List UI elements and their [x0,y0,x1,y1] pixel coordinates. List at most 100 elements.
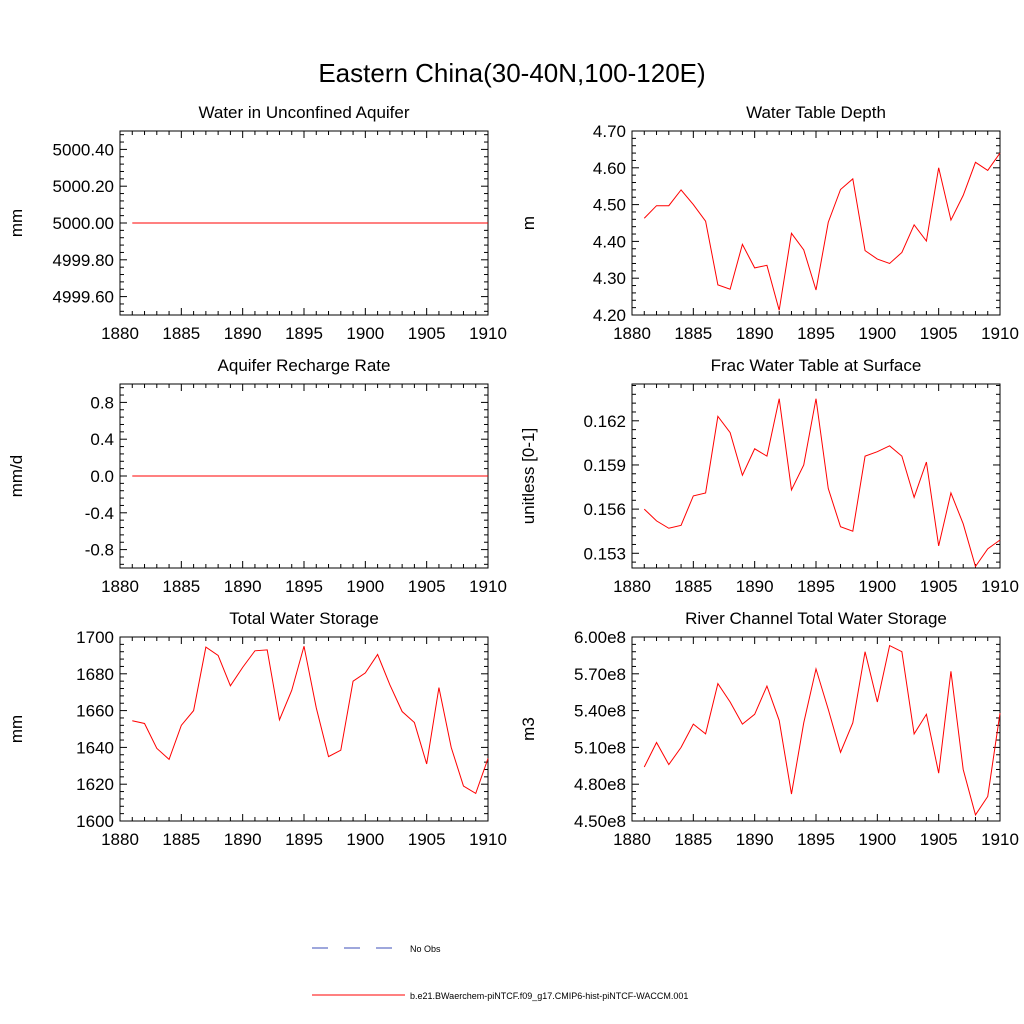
y-tick-label: 5.70e8 [574,665,626,684]
x-tick-label: 1910 [981,830,1019,849]
plot-frame [119,636,489,822]
y-tick-label: 5000.20 [53,177,114,196]
plot-frame [631,383,1001,569]
plot-frame [631,636,1001,822]
x-tick-label: 1895 [797,324,835,343]
y-tick-label: 1680 [76,665,114,684]
x-tick-label: 1900 [346,830,384,849]
y-tick-label: -0.4 [85,504,114,523]
panel-5: Total Water Storage mm 1880 1885 1890 1895 190… [7,609,507,849]
y-tick-label: 0.4 [90,430,114,449]
y-tick-label: 5000.00 [53,214,114,233]
x-tick-label: 1910 [469,577,507,596]
x-tick-label: 1900 [858,577,896,596]
panel-title: Water in Unconfined Aquifer [198,103,409,122]
x-tick-label: 1905 [920,577,958,596]
y-axis-label: m3 [519,717,538,741]
panel-6: River Channel Total Water Storage m3 1880 1… [519,609,1019,849]
y-tick-label: 5.10e8 [574,738,626,757]
x-tick-label: 1885 [674,577,712,596]
panel-title: Total Water Storage [229,609,379,628]
x-tick-label: 1885 [162,577,200,596]
y-axis-label: mm [7,209,26,237]
y-tick-label: 5.40e8 [574,702,626,721]
x-tick-label: 1905 [408,830,446,849]
y-tick-label: 4.50 [593,196,626,215]
x-tick-label: 1910 [981,577,1019,596]
y-tick-label: 0.156 [583,500,626,519]
y-tick-label: 4.60 [593,159,626,178]
series-line [643,398,1001,568]
panel-title: Aquifer Recharge Rate [218,356,391,375]
legend-label-model: b.e21.BWaerchem-piNTCF.f09_g17.CMIP6-his… [410,991,688,1001]
y-tick-label: 4.70 [593,122,626,141]
x-tick-label: 1890 [736,577,774,596]
x-tick-label: 1905 [408,324,446,343]
figure-title: Eastern China(30-40N,100-120E) [318,58,705,88]
x-tick-label: 1900 [858,324,896,343]
legend-label-no-obs: No Obs [410,944,441,954]
x-tick-label: 1880 [613,830,651,849]
x-tick-label: 1885 [674,830,712,849]
y-tick-label: 4.20 [593,306,626,325]
panel-4: Frac Water Table at Surface unitless [0-1… [519,356,1019,596]
x-tick-label: 1900 [346,324,384,343]
x-tick-label: 1880 [101,830,139,849]
series-line [132,646,489,795]
x-tick-label: 1910 [981,324,1019,343]
y-tick-label: 0.162 [583,412,626,431]
x-tick-label: 1880 [613,577,651,596]
y-tick-label: 5000.40 [53,140,114,159]
x-tick-label: 1890 [736,830,774,849]
x-tick-label: 1905 [920,324,958,343]
x-tick-label: 1890 [224,324,262,343]
y-axis-label: mm/d [7,455,26,498]
series-line [643,152,1001,311]
y-tick-label: 4999.80 [53,251,114,270]
x-tick-label: 1910 [469,324,507,343]
y-axis-label: unitless [0-1] [519,428,538,524]
x-tick-label: 1890 [224,577,262,596]
y-tick-label: 4.80e8 [574,775,626,794]
y-tick-label: 0.153 [583,544,626,563]
y-tick-label: 4.30 [593,269,626,288]
panel-1: Water in Unconfined Aquifer mm 1880 1885 189… [7,103,507,343]
y-tick-label: 1640 [76,738,114,757]
x-tick-label: 1895 [797,577,835,596]
x-tick-label: 1885 [162,830,200,849]
panels: Water in Unconfined Aquifer mm 1880 1885 189… [7,103,1019,849]
y-tick-label: 0.159 [583,456,626,475]
x-tick-label: 1885 [162,324,200,343]
panel-title: Water Table Depth [746,103,886,122]
x-tick-label: 1880 [613,324,651,343]
y-tick-label: 4.50e8 [574,812,626,831]
y-tick-label: 1660 [76,702,114,721]
x-tick-label: 1910 [469,830,507,849]
x-tick-label: 1900 [858,830,896,849]
series-line [643,644,1001,817]
x-tick-label: 1895 [797,830,835,849]
panel-3: Aquifer Recharge Rate mm/d 1880 1885 1890 189… [7,356,507,596]
x-tick-label: 1880 [101,324,139,343]
y-tick-label: 1600 [76,812,114,831]
x-tick-label: 1885 [674,324,712,343]
x-tick-label: 1895 [285,577,323,596]
y-tick-label: 6.00e8 [574,628,626,647]
y-tick-label: -0.8 [85,541,114,560]
x-tick-label: 1895 [285,324,323,343]
x-tick-label: 1905 [920,830,958,849]
y-tick-label: 1620 [76,775,114,794]
y-tick-label: 4.40 [593,232,626,251]
panel-title: Frac Water Table at Surface [711,356,922,375]
y-tick-label: 4999.60 [53,288,114,307]
x-tick-label: 1900 [346,577,384,596]
y-tick-label: 1700 [76,628,114,647]
x-tick-label: 1890 [224,830,262,849]
panel-2: Water Table Depth m 1880 1885 1890 1895 1900 19… [519,103,1019,343]
x-tick-label: 1895 [285,830,323,849]
panel-title: River Channel Total Water Storage [685,609,947,628]
x-tick-label: 1905 [408,577,446,596]
x-tick-label: 1890 [736,324,774,343]
legend: No Obs b.e21.BWaerchem-piNTCF.f09_g17.CM… [312,944,688,1001]
